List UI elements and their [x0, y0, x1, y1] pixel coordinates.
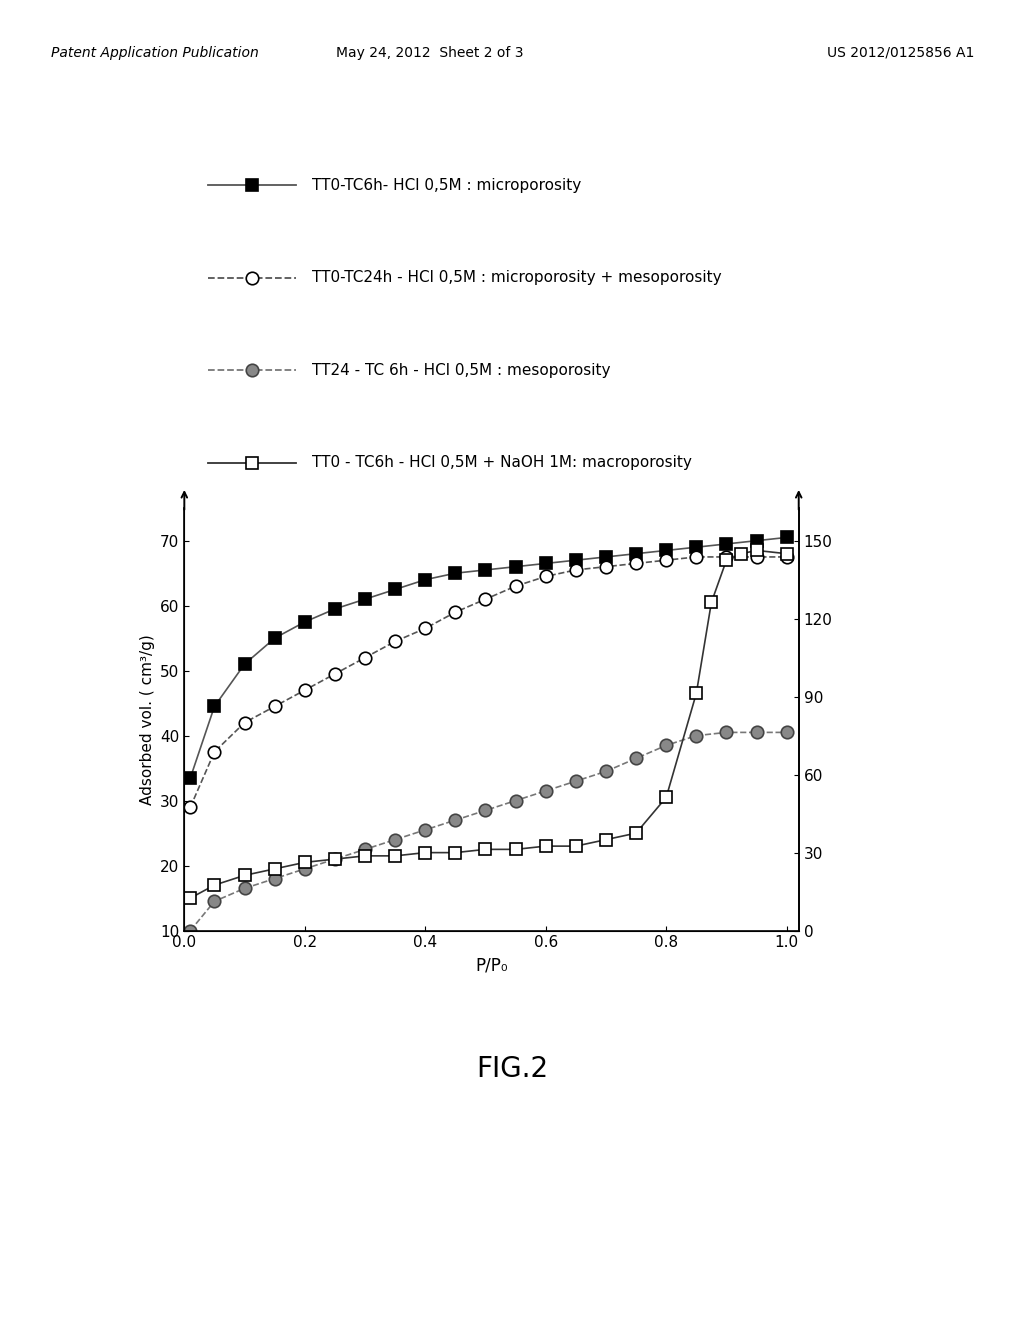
- Y-axis label: Adsorbed vol. ( cm³/g): Adsorbed vol. ( cm³/g): [139, 634, 155, 805]
- Text: Patent Application Publication: Patent Application Publication: [51, 46, 259, 59]
- X-axis label: P/P₀: P/P₀: [475, 956, 508, 974]
- Text: US 2012/0125856 A1: US 2012/0125856 A1: [827, 46, 975, 59]
- Text: May 24, 2012  Sheet 2 of 3: May 24, 2012 Sheet 2 of 3: [336, 46, 524, 59]
- Text: TT0-TC6h- HCl 0,5M : microporosity: TT0-TC6h- HCl 0,5M : microporosity: [312, 178, 582, 193]
- Text: FIG.2: FIG.2: [476, 1055, 548, 1084]
- Text: TT24 - TC 6h - HCl 0,5M : mesoporosity: TT24 - TC 6h - HCl 0,5M : mesoporosity: [312, 363, 610, 378]
- Text: TT0 - TC6h - HCl 0,5M + NaOH 1M: macroporosity: TT0 - TC6h - HCl 0,5M + NaOH 1M: macropo…: [312, 455, 692, 470]
- Text: TT0-TC24h - HCl 0,5M : microporosity + mesoporosity: TT0-TC24h - HCl 0,5M : microporosity + m…: [312, 271, 722, 285]
